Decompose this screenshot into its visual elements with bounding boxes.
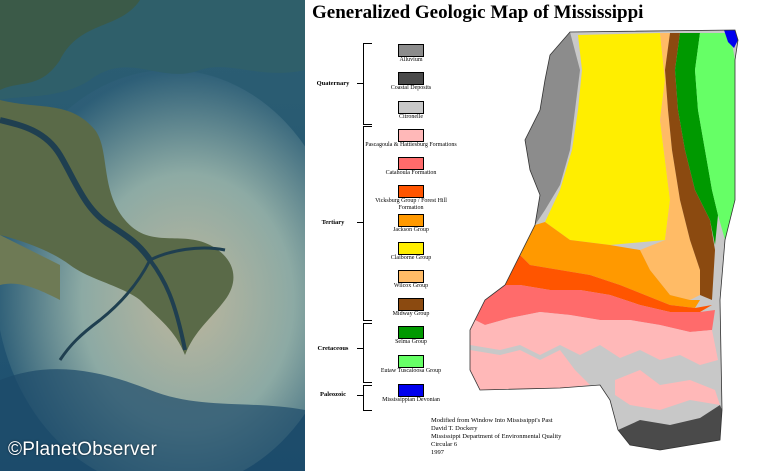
claiborne-region — [545, 33, 670, 245]
watermark-text: ©PlanetObserver — [8, 439, 158, 460]
legend-swatch — [398, 270, 424, 283]
period-label-tertiary: Tertiary — [321, 219, 345, 226]
bracket-cretaceous — [363, 323, 372, 383]
wilcox-region — [640, 33, 700, 300]
pascagoula-region — [470, 312, 718, 365]
legend-swatch — [398, 298, 424, 311]
legend-swatch — [398, 185, 424, 198]
legend-label: Midway Group — [392, 311, 430, 317]
legend-label: Coastal Deposits — [390, 85, 432, 91]
bracket-tertiary — [363, 126, 372, 321]
credit-line: Mississippi Department of Environmental … — [431, 433, 562, 440]
credit-line: Circular 6 — [431, 441, 458, 448]
paleozoic-region — [724, 30, 738, 48]
geologic-map-panel: Generalized Geologic Map of Mississippi — [305, 0, 762, 471]
credit-line: Modified from Window Into Mississippi's … — [431, 417, 553, 424]
legend-label: Catahoula Formation — [385, 170, 437, 176]
legend-label: Mississippian Devonian — [382, 397, 440, 403]
jackson-region — [520, 222, 700, 308]
legend-swatch — [398, 157, 424, 170]
legend-swatch — [398, 326, 424, 339]
legend-label: Pascagoula & Hattiesburg Formations — [365, 142, 457, 148]
legend-swatch — [398, 129, 424, 142]
map-credit: Modified from Window Into Mississippi's … — [431, 417, 561, 457]
legend-swatch — [398, 44, 424, 57]
legend-swatch — [398, 355, 424, 368]
vicksburg-region — [505, 255, 712, 312]
mississippi-map — [469, 29, 739, 451]
credit-line: 1997 — [431, 449, 444, 456]
legend-label: Selma Group — [395, 339, 427, 345]
map-title: Generalized Geologic Map of Mississippi — [312, 2, 644, 23]
satellite-image: ©PlanetObserver — [0, 0, 305, 471]
legend-label: Eutaw Tuscaloosa Group — [380, 368, 442, 374]
bracket-paleozoic — [363, 385, 372, 411]
legend-swatch — [398, 214, 424, 227]
legend-swatch — [398, 242, 424, 255]
legend-label: Alluvium — [399, 57, 423, 63]
legend-swatch — [398, 384, 424, 397]
legend-swatch — [398, 101, 424, 114]
period-label-paleozoic: Paleozoic — [320, 391, 346, 398]
midway-region — [665, 33, 715, 300]
credit-line: David T. Dockery — [431, 425, 478, 432]
selma-region — [675, 33, 718, 245]
alluvium-region — [525, 32, 580, 225]
legend-swatch — [398, 72, 424, 85]
legend-label: Jackson Group — [393, 227, 429, 233]
bracket-quaternary — [363, 43, 372, 125]
coastal-deposits-region — [618, 405, 722, 450]
catahoula-region — [475, 285, 715, 332]
period-label-cretaceous: Cretaceous — [317, 345, 349, 352]
eutaw-region — [695, 33, 735, 240]
legend-label: Citronelle — [399, 114, 423, 120]
legend-label: Claiborne Group — [390, 255, 432, 261]
legend-label: Wilcox Group — [393, 283, 429, 289]
legend-label: Vicksburg Group / Forest Hill Formation — [375, 198, 447, 211]
period-label-quaternary: Quaternary — [316, 80, 350, 87]
